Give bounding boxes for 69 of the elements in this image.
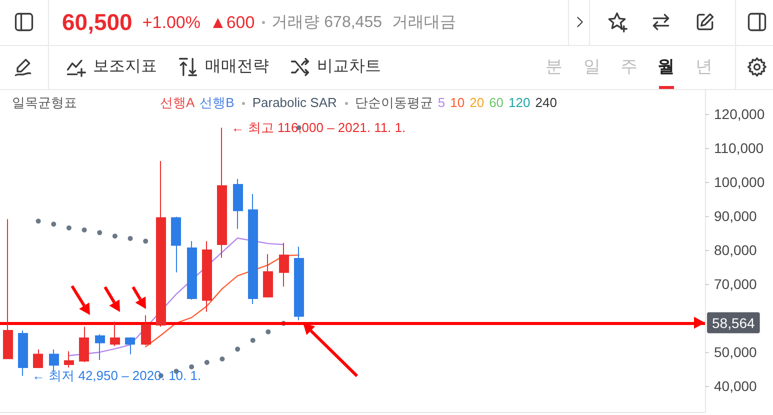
text: 일 (582, 56, 602, 78)
point (51, 222, 56, 227)
text: 월 (656, 56, 676, 78)
candlestick (171, 216, 181, 273)
annotation: 일목균형표 (12, 95, 78, 111)
legend-label: 선행A (160, 95, 195, 111)
text: 년 (694, 56, 714, 78)
y-tick-label: 40,000 (714, 378, 758, 394)
candlestick (202, 240, 212, 312)
text: 분 (544, 56, 564, 78)
candlestick (95, 334, 105, 361)
candlestick (110, 321, 120, 347)
point (143, 238, 148, 244)
point (112, 234, 118, 239)
text: 5 (438, 95, 446, 111)
line-series (145, 254, 300, 348)
y-tick-label: 110,000 (714, 140, 764, 156)
point (235, 346, 240, 352)
text: 주 (620, 56, 638, 78)
legend-label: 240 (535, 95, 557, 111)
candlestick (79, 326, 89, 363)
candlestick (217, 127, 227, 258)
y-tick-label: 80,000 (714, 242, 758, 258)
annotation: ← 최저 42,950 – 2020. 10. 1. (32, 368, 202, 384)
annotation: 단순이동평균 (354, 95, 433, 111)
text: 매매전략 (205, 57, 269, 77)
text: 거래대금 (392, 13, 456, 33)
text: +1.00% (142, 12, 200, 32)
y-tick-label: 90,000 (714, 208, 758, 224)
candlestick (248, 193, 258, 304)
candlestick (263, 254, 273, 298)
candlestick (233, 178, 243, 230)
annotation: ← 최고 116,000 – 2021. 11. 1. (231, 120, 406, 136)
text: 보조지표 (93, 57, 157, 77)
y-tick-label: 120,000 (714, 106, 765, 122)
point (128, 236, 133, 241)
text: 10 (450, 95, 465, 111)
text: ▲600 (210, 12, 255, 32)
y-tick-label: 100,000 (714, 174, 765, 190)
y-tick-label: 50,000 (714, 344, 758, 360)
legend-label: 60 (489, 95, 504, 111)
point (97, 230, 102, 236)
candlestick (3, 218, 13, 360)
candlestick (18, 330, 28, 376)
candlestick (141, 314, 151, 346)
candlestick (279, 242, 289, 288)
point (204, 360, 210, 365)
text: 거래량 678,455 (272, 13, 382, 33)
text: 비교차트 (317, 57, 381, 77)
point (189, 364, 194, 370)
legend-label: 선행B (200, 95, 234, 111)
series-label: Parabolic SAR (252, 95, 337, 111)
candlestick (125, 336, 135, 355)
legend-label: 20 (470, 95, 484, 111)
candlestick (187, 240, 197, 300)
point (36, 218, 41, 224)
text: 60,500 (62, 9, 132, 36)
ref-line-label: 58,564 (712, 314, 756, 331)
y-tick-label: 70,000 (714, 276, 758, 292)
legend-label: 120 (508, 95, 530, 111)
candlestick (156, 160, 166, 328)
candlestick (33, 349, 43, 369)
point (82, 227, 87, 232)
point (266, 329, 271, 334)
point (250, 338, 256, 343)
point (66, 225, 72, 230)
point (220, 356, 225, 362)
candlestick (64, 350, 74, 368)
candlestick (294, 246, 304, 321)
